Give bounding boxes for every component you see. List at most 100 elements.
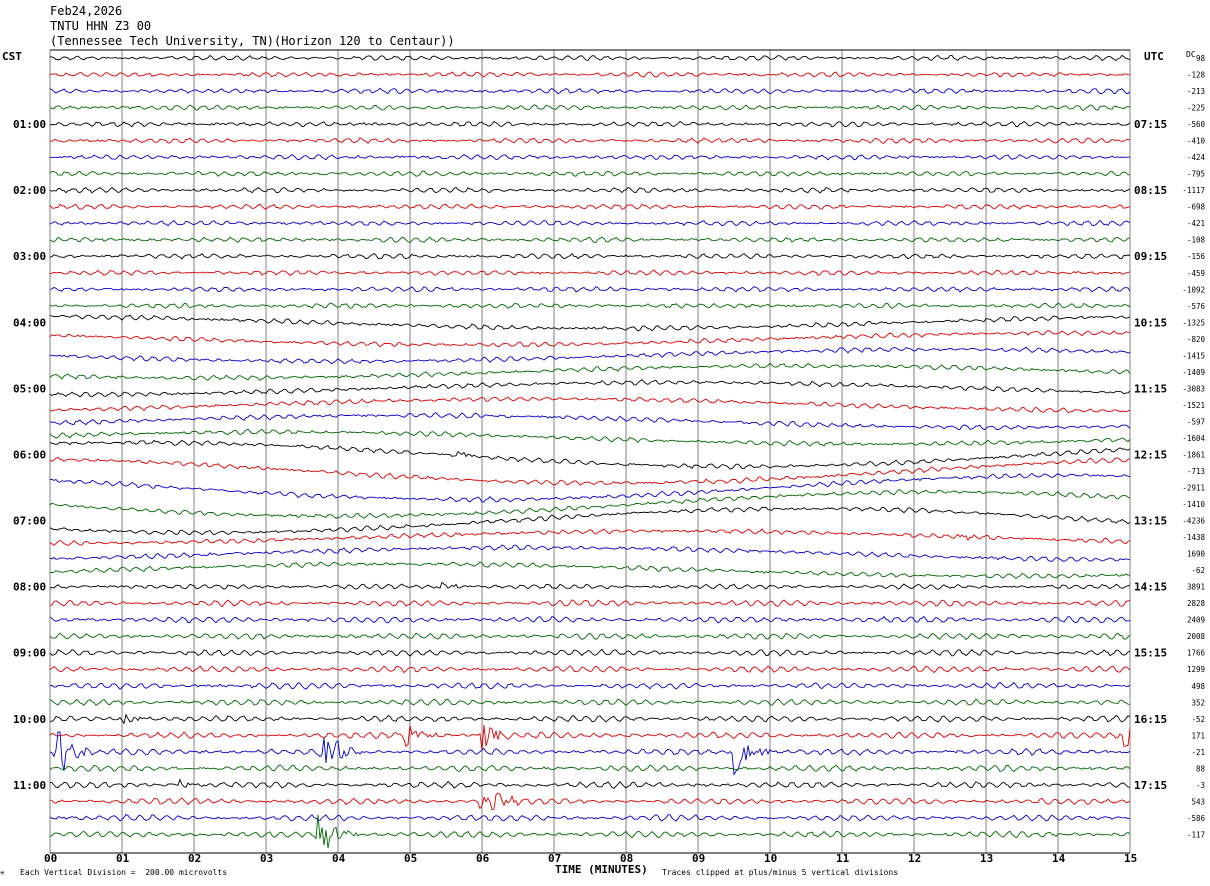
trace-line (49, 698, 1131, 707)
trace-line (49, 528, 1131, 547)
trace-line (49, 814, 1131, 849)
trace-line (49, 286, 1131, 293)
right-hour-label: 15:15 (1134, 647, 1167, 660)
trace-line (49, 379, 1131, 398)
right-hour-label: 13:15 (1134, 515, 1167, 528)
dc-offset-label: -108 (1187, 236, 1206, 245)
trace-line (49, 456, 1131, 486)
dc-offset-label: -820 (1187, 335, 1206, 344)
dc-offset-label: 171 (1191, 731, 1205, 740)
dc-offset-label: 1690 (1187, 550, 1206, 559)
dc-offset-label: -410 (1187, 137, 1206, 146)
dc-offset-label: -3083 (1182, 384, 1205, 393)
dc-offset-label: -698 (1187, 203, 1206, 212)
trace-line (50, 778, 1131, 789)
right-hour-label: 10:15 (1134, 316, 1167, 329)
trace-line (49, 87, 1131, 95)
x-tick-label: 02 (188, 852, 201, 865)
dc-offset-label: -597 (1187, 417, 1205, 426)
trace-line (49, 764, 1131, 773)
dc-offset-label: 98 (1196, 54, 1206, 63)
x-tick-label: 01 (116, 852, 130, 865)
trace-line (49, 54, 1131, 62)
trace-line (49, 236, 1131, 244)
trace-line (49, 137, 1131, 144)
trace-line (49, 428, 1131, 447)
trace-line (49, 489, 1131, 519)
dc-offset-label: 352 (1191, 698, 1205, 707)
left-hour-label: 08:00 (13, 581, 46, 594)
header-station: TNTU HHN Z3 00 (50, 19, 152, 33)
right-hour-label: 14:15 (1134, 581, 1167, 594)
dc-offset-label: -2911 (1182, 484, 1205, 493)
trace-line (49, 713, 1131, 725)
dc-offset-label: -128 (1187, 71, 1206, 80)
left-hour-label: 07:00 (13, 515, 46, 528)
trace-line (49, 544, 1131, 563)
dc-offset-label: -795 (1187, 170, 1205, 179)
dc-offset-label: 2008 (1187, 632, 1206, 641)
right-hour-label: 16:15 (1134, 713, 1167, 726)
trace-line (49, 71, 1130, 78)
dc-offset-label: -459 (1187, 269, 1205, 278)
x-tick-label: 06 (476, 852, 490, 865)
trace-line (49, 412, 1131, 431)
dc-offset-label: -213 (1187, 87, 1205, 96)
dc-offset-label: -156 (1187, 252, 1206, 261)
trace-line (49, 186, 1131, 194)
header-location: (Tennessee Tech University, TN)(Horizon … (50, 34, 455, 48)
trace-line (49, 792, 1131, 811)
trace-line (49, 681, 1131, 690)
trace-line (49, 170, 1131, 177)
dc-offset-label: 2409 (1187, 616, 1205, 625)
right-hour-label: 09:15 (1134, 250, 1167, 263)
trace-line (49, 269, 1131, 277)
trace-line (49, 581, 1131, 590)
dc-offset-label: 1299 (1187, 665, 1205, 674)
dc-offset-label: -576 (1187, 302, 1206, 311)
x-tick-label: 04 (332, 852, 346, 865)
right-timezone-label: UTC (1144, 50, 1164, 63)
right-hour-label: 17:15 (1134, 779, 1167, 792)
dc-offset-label: -1092 (1182, 285, 1205, 294)
x-tick-label: 07 (548, 852, 561, 865)
trace-line (49, 219, 1131, 227)
dc-offset-label: 88 (1196, 764, 1206, 773)
trace-line (49, 396, 1131, 413)
minute-grid (49, 49, 1131, 854)
trace-line (49, 153, 1131, 161)
x-tick-label: 03 (260, 852, 273, 865)
footer-mark: ✳ (0, 868, 5, 877)
axis-labels: CST UTC DC TIME (MINUTES) 00 01 02 03 04 05 06… (2, 50, 1205, 876)
trace-line (49, 648, 1131, 657)
x-tick-label: 05 (404, 852, 417, 865)
trace-line (49, 104, 1131, 111)
x-tick-label: 12 (908, 852, 921, 865)
dc-offset-label: -4236 (1182, 517, 1205, 526)
trace-line (49, 439, 1131, 470)
dc-offset-label: -586 (1187, 814, 1206, 823)
dc-offset-label: -117 (1187, 830, 1205, 839)
right-hour-label: 12:15 (1134, 448, 1167, 461)
trace-line (49, 561, 1131, 579)
trace-line (49, 120, 1131, 128)
trace-line (49, 346, 1131, 365)
dc-offset-label: 3891 (1187, 583, 1205, 592)
dc-offset-label: -225 (1187, 104, 1205, 113)
left-hour-label: 06:00 (13, 448, 46, 461)
left-hour-label: 02:00 (13, 184, 46, 197)
dc-offset-label: -1438 (1182, 533, 1205, 542)
left-hour-label: 01:00 (13, 118, 46, 131)
trace-line (49, 731, 1131, 776)
trace-line (49, 314, 1131, 332)
x-tick-label: 09 (692, 852, 705, 865)
dc-offset-label: 543 (1191, 797, 1205, 806)
x-tick-label: 15 (1124, 852, 1137, 865)
left-hour-label: 03:00 (13, 250, 46, 263)
trace-line (49, 362, 1131, 382)
trace-line (49, 506, 1131, 536)
x-tick-label: 10 (764, 852, 777, 865)
right-hour-label: 07:15 (1134, 118, 1167, 131)
dc-offset-label: -1415 (1182, 351, 1205, 360)
